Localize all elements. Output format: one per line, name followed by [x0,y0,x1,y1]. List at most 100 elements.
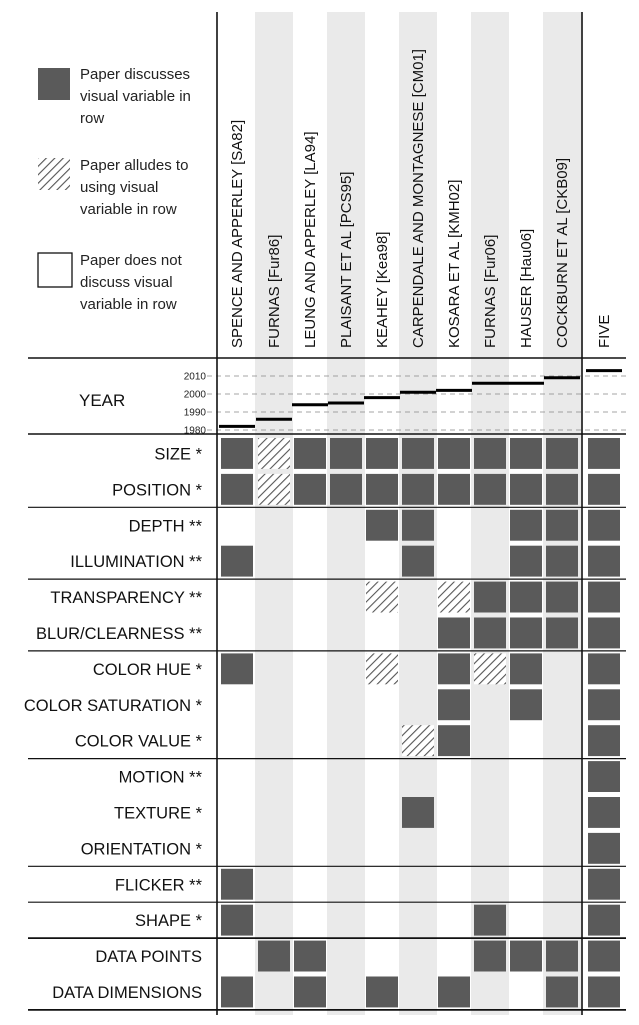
row-label: COLOR HUE * [93,661,203,679]
cell-alludes [402,725,434,757]
column-header: LEUNG AND APPERLEY [LA94] [302,132,319,349]
cell-discussed [294,976,326,1008]
cell-discussed [366,438,398,469]
cell-discussed [588,438,620,469]
legend-text-alludes: Paper alludes to using visual variable i… [80,157,193,218]
cell-discussed [588,653,620,685]
year-label: YEAR [79,391,125,410]
legend-swatch-alludes [38,158,70,190]
cell-alludes [474,653,506,685]
cell-discussed [546,438,578,469]
cell-discussed [402,509,434,541]
legend-text-none: Paper does not discuss visual variable i… [80,252,186,313]
year-tick-label: 2010 [184,372,207,383]
cell-discussed [366,976,398,1008]
cell-discussed [510,689,542,721]
year-marks [219,369,622,428]
cell-discussed [588,868,620,900]
cell-discussed [546,473,578,505]
matrix-cells [221,438,620,1008]
cell-discussed [402,545,434,577]
grid-lines [28,12,626,1015]
cell-discussed [588,797,620,828]
year-timeline: YEAR 2010 2000 1990 1980 [79,369,626,437]
cell-discussed [474,581,506,613]
column-header: FIVE [596,315,613,348]
cell-discussed [546,940,578,972]
legend-text-discussed: Paper discusses visual variable in row [80,66,195,127]
cell-discussed [510,509,542,541]
row-label: TRANSPARENCY ** [50,589,202,607]
cell-discussed [438,473,470,505]
cell-discussed [438,617,470,649]
row-label: POSITION * [112,481,202,499]
year-tick-label: 1990 [184,408,207,419]
cell-discussed [546,509,578,541]
column-stripe [327,12,365,1015]
cell-discussed [510,473,542,505]
row-labels: SIZE * POSITION * DEPTH ** ILLUMINATION ** T… [24,445,203,1002]
row-label: BLUR/CLEARNESS ** [36,625,203,643]
cell-discussed [546,617,578,649]
cell-discussed [330,473,362,505]
cell-discussed [474,940,506,972]
column-stripe [255,12,293,1015]
row-label: DATA DIMENSIONS [52,984,202,1002]
cell-alludes [366,581,398,613]
cell-discussed [588,976,620,1008]
row-label: ORIENTATION * [81,840,203,858]
cell-discussed [510,438,542,469]
cell-discussed [588,832,620,864]
cell-discussed [588,617,620,649]
cell-discussed [402,438,434,469]
cell-discussed [546,581,578,613]
cell-discussed [221,653,253,685]
cell-discussed [546,545,578,577]
cell-discussed [510,940,542,972]
cell-discussed [474,438,506,469]
cell-discussed [221,473,253,505]
cell-discussed [474,473,506,505]
cell-discussed [588,509,620,541]
row-label: COLOR SATURATION * [24,697,203,715]
column-header: KOSARA ET AL [KMH02] [446,180,463,348]
legend-swatch-discussed [38,68,70,100]
cell-discussed [221,545,253,577]
row-label: COLOR VALUE * [75,733,203,751]
cell-alludes [258,473,290,505]
cell-discussed [546,976,578,1008]
row-label: TEXTURE * [114,804,203,822]
cell-discussed [438,976,470,1008]
cell-discussed [588,725,620,757]
cell-discussed [474,617,506,649]
cell-discussed [510,545,542,577]
cell-discussed [510,653,542,685]
column-header: CARPENDALE AND MONTAGNESE [CM01] [410,49,427,348]
cell-discussed [402,797,434,828]
cell-discussed [510,617,542,649]
cell-discussed [588,761,620,792]
column-stripe [471,12,509,1015]
cell-discussed [510,581,542,613]
cell-discussed [588,545,620,577]
cell-discussed [588,581,620,613]
cell-discussed [438,438,470,469]
cell-discussed [588,904,620,936]
cell-discussed [330,438,362,469]
cell-alludes [438,581,470,613]
column-header: PLAISANT ET AL [PCS95] [338,172,355,348]
cell-alludes [366,653,398,685]
cell-discussed [221,438,253,469]
cell-discussed [294,438,326,469]
column-header: COCKBURN ET AL [CKB09] [554,158,571,348]
cell-discussed [438,653,470,685]
column-header: FURNAS [Fur06] [482,235,499,348]
cell-discussed [294,940,326,972]
cell-discussed [221,904,253,936]
cell-discussed [438,689,470,721]
row-label: ILLUMINATION ** [70,553,202,571]
row-label: FLICKER ** [115,876,203,894]
cell-discussed [588,473,620,505]
column-header: KEAHEY [Kea98] [374,232,391,348]
